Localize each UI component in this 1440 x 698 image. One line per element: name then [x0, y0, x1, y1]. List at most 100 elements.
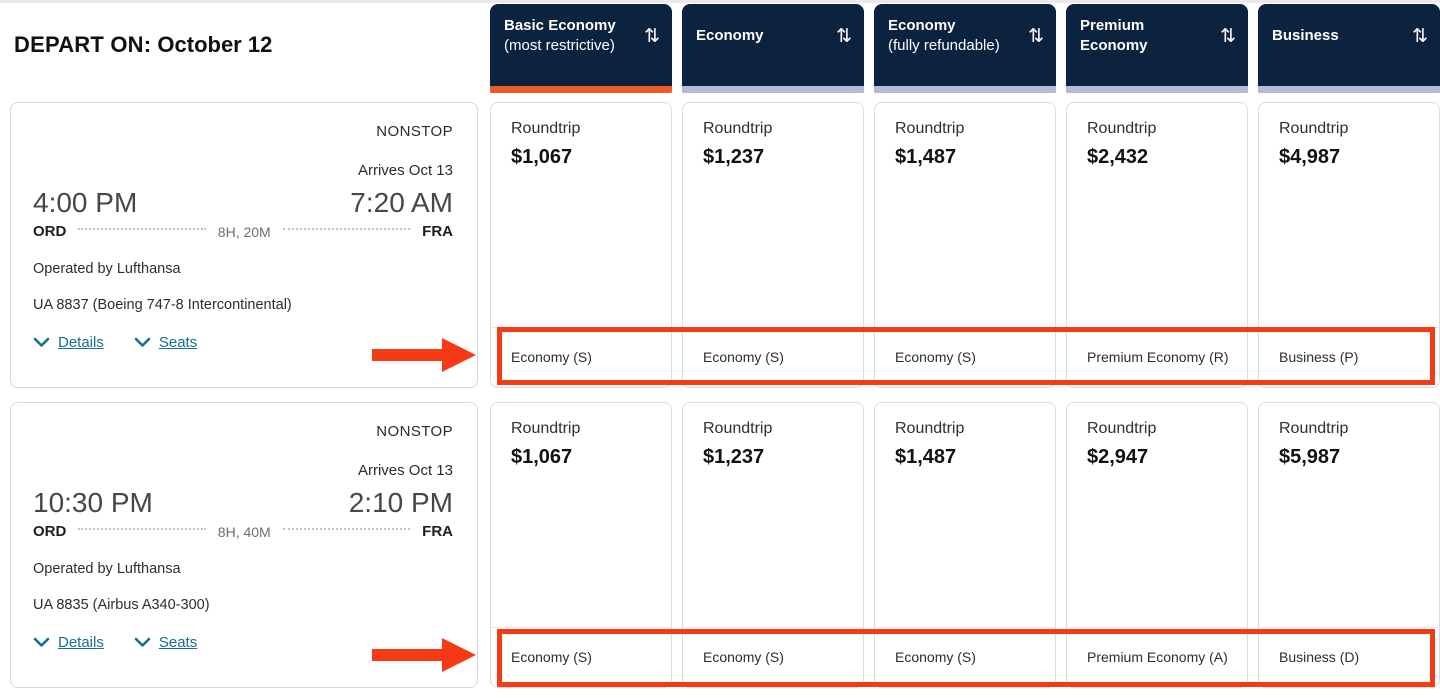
booking-class-label: Premium Economy (A): [1067, 627, 1247, 687]
fare-column-title: Basic Economy: [504, 16, 616, 34]
flight-number-aircraft: UA 8837 (Boeing 747-8 Intercontinental): [33, 297, 292, 313]
seats-label: Seats: [158, 634, 198, 651]
fare-column-title: Economy: [888, 16, 956, 34]
column-indicator: [1258, 86, 1440, 93]
fare-cell-basic-economy[interactable]: Roundtrip $1,067 Economy (S): [490, 102, 672, 388]
trip-type-label: Roundtrip: [511, 120, 581, 137]
fare-class-header-row: Basic Economy (most restrictive) ⇅ Econo…: [490, 4, 1440, 93]
depart-header: DEPART ON: October 12: [14, 32, 272, 58]
arrive-time: 2:10 PM: [348, 487, 453, 518]
booking-class-label: Business (D): [1259, 627, 1439, 687]
fare-cell-basic-economy[interactable]: Roundtrip $1,067 Economy (S): [490, 402, 672, 688]
depart-label: DEPART ON:: [14, 32, 152, 57]
fare-cell-economy[interactable]: Roundtrip $1,237 Economy (S): [682, 102, 864, 388]
fare-column-title: Economy: [696, 26, 764, 44]
depart-time: 4:00 PM: [33, 187, 138, 218]
fare-column-header-economy[interactable]: Economy ⇅: [682, 4, 864, 93]
arrival-note: Arrives Oct 13: [357, 462, 453, 479]
depart-time: 10:30 PM: [33, 487, 153, 518]
chevron-down-icon: [134, 337, 151, 348]
flight-duration: 8H, 40M: [217, 523, 271, 540]
fare-price: $1,067: [511, 446, 573, 468]
sort-icon[interactable]: ⇅: [644, 24, 660, 47]
origin-code: ORD: [33, 523, 67, 540]
trip-type-label: Roundtrip: [1279, 120, 1349, 137]
fare-cell-economy-refundable[interactable]: Roundtrip $1,487 Economy (S): [874, 402, 1056, 688]
booking-class-label: Economy (S): [875, 327, 1055, 387]
fare-cell-economy[interactable]: Roundtrip $1,237 Economy (S): [682, 402, 864, 688]
fare-price: $1,487: [895, 446, 957, 468]
flight-duration: 8H, 20M: [217, 223, 271, 240]
details-label: Details: [58, 634, 104, 651]
trip-type-label: Roundtrip: [703, 120, 773, 137]
fare-cell-business[interactable]: Roundtrip $5,987 Business (D): [1258, 402, 1440, 688]
booking-class-label: Economy (S): [683, 327, 863, 387]
fare-price: $2,947: [1087, 446, 1149, 468]
chevron-down-icon: [33, 337, 50, 348]
booking-class-label: Economy (S): [875, 627, 1055, 687]
seats-label: Seats: [158, 334, 198, 351]
details-label: Details: [58, 334, 104, 351]
fare-column-header-economy-refundable[interactable]: Economy (fully refundable) ⇅: [874, 4, 1056, 93]
fare-column-header-premium-economy[interactable]: Premium Economy ⇅: [1066, 4, 1248, 93]
route-leader-line: [78, 527, 206, 530]
fare-price-row: Roundtrip $1,067 Economy (S) Roundtrip $…: [490, 402, 1440, 688]
details-button[interactable]: Details: [33, 334, 104, 351]
operated-by-text: Operated by Lufthansa: [33, 261, 181, 277]
fare-cell-premium-economy[interactable]: Roundtrip $2,432 Premium Economy (R): [1066, 102, 1248, 388]
fare-column-header-business[interactable]: Business ⇅: [1258, 4, 1440, 93]
origin-code: ORD: [33, 223, 67, 240]
details-button[interactable]: Details: [33, 634, 104, 651]
stops-label: NONSTOP: [376, 123, 453, 140]
booking-class-label: Business (P): [1259, 327, 1439, 387]
sort-icon[interactable]: ⇅: [836, 24, 852, 47]
column-indicator: [1066, 86, 1248, 93]
operated-by-text: Operated by Lufthansa: [33, 561, 181, 577]
fare-price: $4,987: [1279, 146, 1341, 168]
fare-price: $1,067: [511, 146, 573, 168]
trip-type-label: Roundtrip: [895, 420, 965, 437]
page-top-divider: [0, 0, 1440, 3]
depart-date: October 12: [157, 32, 273, 57]
fare-price: $2,432: [1087, 146, 1149, 168]
booking-class-label: Economy (S): [491, 327, 671, 387]
fare-column-header-basic-economy[interactable]: Basic Economy (most restrictive) ⇅: [490, 4, 672, 93]
fare-cell-economy-refundable[interactable]: Roundtrip $1,487 Economy (S): [874, 102, 1056, 388]
route-leader-line: [282, 227, 411, 230]
trip-type-label: Roundtrip: [511, 420, 581, 437]
fare-column-subtitle: (fully refundable): [888, 37, 1000, 54]
fare-cell-business[interactable]: Roundtrip $4,987 Business (P): [1258, 102, 1440, 388]
sort-icon[interactable]: ⇅: [1220, 24, 1236, 47]
trip-type-label: Roundtrip: [1279, 420, 1349, 437]
column-indicator: [682, 86, 864, 93]
fare-price: $1,237: [703, 146, 765, 168]
destination-code: FRA: [422, 223, 453, 240]
destination-code: FRA: [422, 523, 453, 540]
booking-class-label: Economy (S): [491, 627, 671, 687]
seats-button[interactable]: Seats: [134, 334, 197, 351]
seats-button[interactable]: Seats: [134, 634, 197, 651]
flight-card-ua8835: NONSTOP Arrives Oct 13 10:30 PM 2:10 PM …: [10, 402, 478, 688]
fare-column-subtitle: (most restrictive): [504, 37, 615, 54]
booking-class-label: Economy (S): [683, 627, 863, 687]
fare-column-title: Business: [1272, 26, 1339, 44]
trip-type-label: Roundtrip: [703, 420, 773, 437]
fare-price: $1,487: [895, 146, 957, 168]
stops-label: NONSTOP: [376, 423, 453, 440]
arrive-time: 7:20 AM: [350, 187, 453, 218]
booking-class-label: Premium Economy (R): [1067, 327, 1247, 387]
route-leader-line: [282, 527, 411, 530]
sort-icon[interactable]: ⇅: [1412, 24, 1428, 47]
trip-type-label: Roundtrip: [1087, 120, 1157, 137]
route-leader-line: [78, 227, 206, 230]
sort-icon[interactable]: ⇅: [1028, 24, 1044, 47]
fare-price: $1,237: [703, 446, 765, 468]
fare-column-title: Premium Economy: [1080, 16, 1148, 54]
chevron-down-icon: [134, 637, 151, 648]
fare-price-row: Roundtrip $1,067 Economy (S) Roundtrip $…: [490, 102, 1440, 388]
flight-card-ua8837: NONSTOP Arrives Oct 13 4:00 PM 7:20 AM O…: [10, 102, 478, 388]
trip-type-label: Roundtrip: [895, 120, 965, 137]
fare-cell-premium-economy[interactable]: Roundtrip $2,947 Premium Economy (A): [1066, 402, 1248, 688]
flight-number-aircraft: UA 8835 (Airbus A340-300): [33, 597, 210, 613]
trip-type-label: Roundtrip: [1087, 420, 1157, 437]
